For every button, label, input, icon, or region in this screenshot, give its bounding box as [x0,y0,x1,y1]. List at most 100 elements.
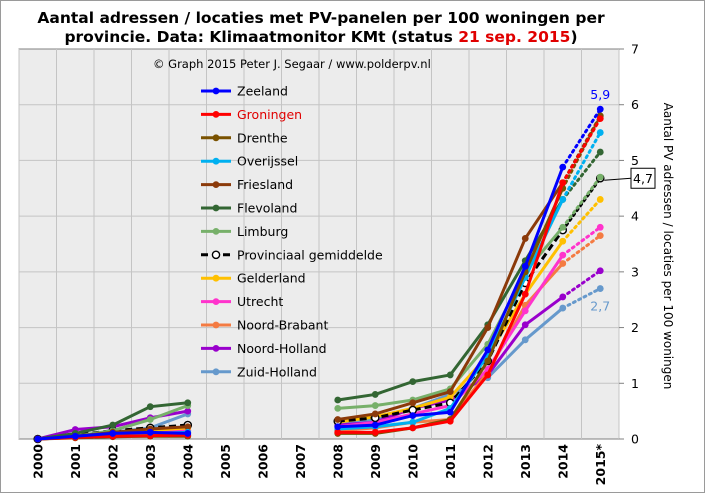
chart-credit: © Graph 2015 Peter J. Segaar / www.polde… [153,57,431,71]
legend-item-groningen: Groningen [201,107,302,122]
data-point [409,378,417,386]
data-point [596,148,604,156]
data-point [596,223,604,231]
data-point [521,336,529,344]
data-point [559,223,567,231]
legend-label: Friesland [237,177,293,192]
x-tick-label: 2013 [518,444,533,479]
data-point [409,418,417,426]
data-point [34,435,42,443]
data-point [484,357,492,365]
annotation-box [630,167,656,189]
data-point [559,179,567,187]
x-axis-ticks: 2000 2001 2002 2003 2004 2005 2006 2007 2008 2009… [30,444,608,486]
x-tick-label: 2009 [368,444,383,479]
x-tick-label: 2015* [593,444,608,486]
legend: Zeeland Groningen Drenthe Overijssel Friesla… [201,84,383,379]
series-projection [561,287,602,310]
legend-label: Flevoland [237,201,297,216]
data-point [371,402,379,409]
data-point [484,346,492,354]
x-tick-label: 2012 [480,444,495,479]
x-tick-label: 2014 [555,444,570,479]
legend-item-zeeland: Zeeland [201,84,288,99]
legend-label: Drenthe [237,130,288,145]
data-point [184,407,192,415]
title-line-2: provincie. Data: Klimaatmonitor KMt (sta… [1,28,641,47]
data-point [409,412,417,419]
legend-label: Noord-Brabant [237,318,328,333]
legend-label: Zeeland [237,84,288,99]
data-point [559,237,567,245]
series-projection [561,150,602,201]
data-point [334,423,342,431]
series-projection [561,234,602,265]
legend-item-flevoland: Flevoland [201,201,297,216]
x-tick-label: 2001 [68,444,83,479]
legend-marker [212,157,220,165]
series-projection [561,197,602,243]
data-point [559,260,567,267]
legend-label: Provinciaal gemiddelde [237,247,383,262]
title-line-2-suffix: ) [570,28,578,46]
data-point [184,430,192,437]
x-tick-label: 2010 [405,444,420,479]
series-projection [561,131,602,201]
y-tick-label: 1 [631,376,639,391]
data-point [146,428,154,436]
x-tick-label: 2002 [105,444,120,479]
data-point [596,115,604,123]
x-tick-label: 2006 [255,444,270,479]
data-point [334,396,342,404]
data-point [559,251,567,259]
legend-marker [212,274,220,282]
legend-item-friesland: Friesland [201,177,293,192]
series-projection [561,225,602,257]
data-point [334,416,342,423]
x-tick-label: 2008 [330,444,345,479]
data-point [596,232,604,240]
data-point [146,403,154,411]
data-point [596,196,604,203]
data-point [146,416,154,423]
data-point [596,285,604,292]
x-tick-label: 2004 [180,444,195,479]
annotation-label: 5,9 [590,87,610,102]
data-point [371,421,379,429]
legend-marker [212,345,220,352]
data-point [446,371,454,379]
legend-marker [212,181,220,189]
series-projection [561,175,602,229]
data-point [71,432,79,440]
legend-marker [212,134,220,142]
legend-marker [212,368,220,376]
data-point [521,321,529,329]
y-tick-label: 2 [631,320,639,335]
y-axis-label: Aantal PV adressen / locaties per 100 wo… [661,103,675,390]
series-layer [33,105,605,444]
data-point [184,423,192,431]
data-point [559,196,567,203]
legend-marker [212,111,220,118]
legend-label: Limburg [237,224,288,239]
data-point [409,399,417,407]
data-point [559,293,567,301]
title-status-date: 21 sep. 2015 [458,28,571,46]
annotation-label: 4,7 [633,171,653,186]
y-tick-label: 3 [631,264,639,279]
data-point [484,324,492,331]
data-point [446,417,454,425]
legend-label: Utrecht [237,294,283,309]
legend-marker [212,228,220,235]
legend-marker [211,250,221,260]
legend-item-provinciaal-gemiddelde: Provinciaal gemiddelde [201,247,383,262]
y-tick-label: 5 [631,153,639,168]
chart-title: Aantal adressen / locaties met PV-panele… [1,9,641,47]
legend-item-drenthe: Drenthe [201,130,288,145]
data-point [334,404,342,412]
y-tick-label: 0 [631,432,639,447]
x-tick-label: 2005 [218,444,233,479]
legend-label: Groningen [237,107,302,122]
